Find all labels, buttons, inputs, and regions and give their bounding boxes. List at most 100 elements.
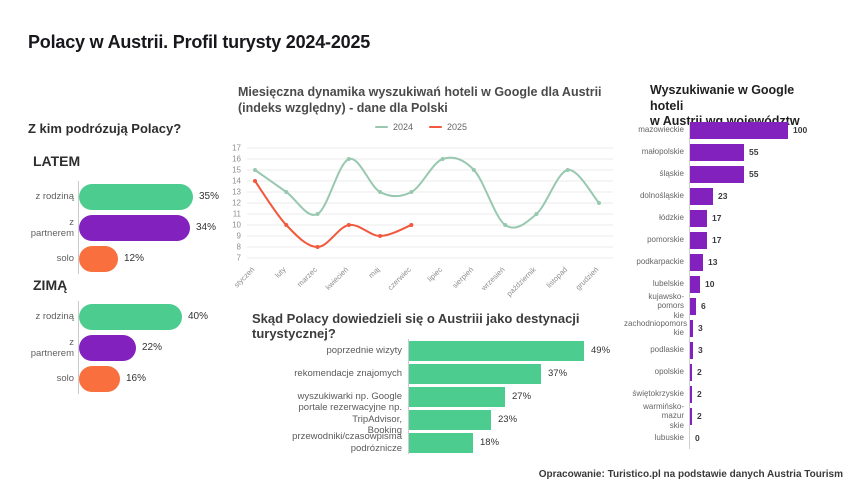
bar-value-label: 22% <box>142 342 163 353</box>
x-tick-label: wrzesień <box>479 265 507 293</box>
bar-track: 6 <box>689 295 844 317</box>
info-sources-chart: poprzednie wizyty 49% rekomendacje znajomy… <box>250 339 640 454</box>
bar <box>690 385 692 403</box>
bar <box>409 386 505 407</box>
bar-value-label: 10 <box>705 279 715 289</box>
bar <box>79 365 120 392</box>
y-tick-label: 8 <box>237 243 242 252</box>
bar-value-label: 23% <box>498 414 518 425</box>
bar-value-label: 2 <box>697 389 702 399</box>
bar-track: 16% <box>78 363 225 394</box>
bar <box>690 319 693 337</box>
data-point-2024 <box>565 168 570 172</box>
legend-swatch <box>374 126 388 128</box>
bar-value-label: 27% <box>512 391 532 402</box>
bar-category-label: pomorskie <box>647 235 684 245</box>
data-point-2025 <box>409 223 414 227</box>
bar <box>690 275 700 293</box>
bar-row: lubelskie 10 <box>624 273 844 295</box>
bar <box>690 341 693 359</box>
bar-value-label: 18% <box>480 437 500 448</box>
y-tick-label: 10 <box>232 221 241 230</box>
bar-track: 55 <box>689 163 844 185</box>
bar-track: 13 <box>689 251 844 273</box>
bar-category-label: podlaskie <box>650 345 684 355</box>
x-tick-label: maj <box>367 265 382 280</box>
legend-item-2025: 2025 <box>429 122 467 132</box>
bar-value-label: 100 <box>793 125 808 135</box>
bar-row: małopolskie 55 <box>624 141 844 163</box>
bar-category-label: portale rezerwacyjne np. TripAdvisor, Bo… <box>298 402 403 437</box>
legend-label: 2024 <box>392 122 413 132</box>
data-point-2024 <box>503 223 508 227</box>
bar-category-label: solo <box>56 253 74 264</box>
bar-row: podlaskie 3 <box>624 339 844 361</box>
bar-value-label: 17 <box>712 235 722 245</box>
bar-row: rekomendacje znajomych 37% <box>250 362 640 385</box>
data-point-2025 <box>346 223 351 227</box>
x-tick-label: grudzień <box>574 265 601 292</box>
data-point-2024 <box>253 168 257 172</box>
bar-category-label: z rodziną <box>35 191 74 202</box>
bar-track: 100 <box>689 119 844 141</box>
bar <box>690 363 692 381</box>
bar-row: lubuskie 0 <box>624 427 844 449</box>
bar-row: dolnośląskie 23 <box>624 185 844 207</box>
bar-value-label: 23 <box>718 191 728 201</box>
bar-category-label: z rodziną <box>35 311 74 322</box>
series-line-2024 <box>254 156 600 229</box>
bar-value-label: 35% <box>199 191 220 202</box>
bar-category-label: dolnośląskie <box>639 191 684 201</box>
bar <box>690 143 744 161</box>
y-tick-label: 15 <box>232 166 241 175</box>
bar-category-label: poprzednie wizyty <box>326 344 402 356</box>
bar <box>690 165 744 183</box>
summer-heading: LATEM <box>33 153 81 169</box>
bar-track: 23 <box>689 185 844 207</box>
data-point-2024 <box>471 168 476 172</box>
bar-row: świętokrzyskie 2 <box>624 383 844 405</box>
bar-category-label: opolskie <box>654 367 684 377</box>
bar-track: 12% <box>78 243 225 274</box>
data-point-2024 <box>409 190 414 194</box>
bar-row: opolskie 2 <box>624 361 844 383</box>
y-tick-label: 13 <box>232 188 241 197</box>
bar-category-label: łódzkie <box>659 213 684 223</box>
bar <box>690 231 707 249</box>
bar-track: 23% <box>408 408 640 431</box>
bar-value-label: 6 <box>701 301 706 311</box>
bar-track: 49% <box>408 339 640 362</box>
x-tick-label: styczeń <box>232 265 256 289</box>
winter-companions-chart: z rodziną 40% z partnerem 22% solo 16% <box>30 301 225 394</box>
bar-row: kujawsko-pomors kie 6 <box>624 292 844 319</box>
data-point-2024 <box>534 212 539 216</box>
bar-value-label: 34% <box>196 222 217 233</box>
y-tick-label: 16 <box>232 155 241 164</box>
data-point-2025 <box>253 179 257 183</box>
voivodeship-chart-title: Wyszukiwanie w Google hoteli w Austrii w… <box>650 83 800 129</box>
bar-row: przewodniki/czasowpisma podróznicze 18% <box>250 431 640 454</box>
bar-row: z partnerem 34% <box>30 212 225 243</box>
bar-category-label: z partnerem <box>30 336 74 359</box>
bar-row: warmińsko-mazur skie 2 <box>624 402 844 429</box>
x-tick-label: kwiecień <box>324 265 351 292</box>
bar-row: portale rezerwacyjne np. TripAdvisor, Bo… <box>250 402 640 437</box>
bar-category-label: lubuskie <box>654 433 684 443</box>
bar-value-label: 55 <box>749 169 759 179</box>
legend-label: 2025 <box>447 122 468 132</box>
winter-heading: ZIMĄ <box>33 277 68 293</box>
bar <box>690 407 692 425</box>
bar-row: z rodziną 35% <box>30 181 225 212</box>
bar-track: 55 <box>689 141 844 163</box>
legend-swatch <box>429 126 442 128</box>
bar-row: śląskie 55 <box>624 163 844 185</box>
bar-track: 17 <box>689 207 844 229</box>
bar <box>690 253 703 271</box>
bar-track: 10 <box>689 273 844 295</box>
bar-value-label: 13 <box>708 257 718 267</box>
voivodeship-chart: mazowieckie 100 małopolskie 55 śląskie 55 doln… <box>624 119 844 449</box>
bar-value-label: 55 <box>749 147 759 157</box>
bar-row: z rodziną 40% <box>30 301 225 332</box>
bar-row: z partnerem 22% <box>30 332 225 363</box>
legend-item-2024: 2024 <box>374 122 413 132</box>
